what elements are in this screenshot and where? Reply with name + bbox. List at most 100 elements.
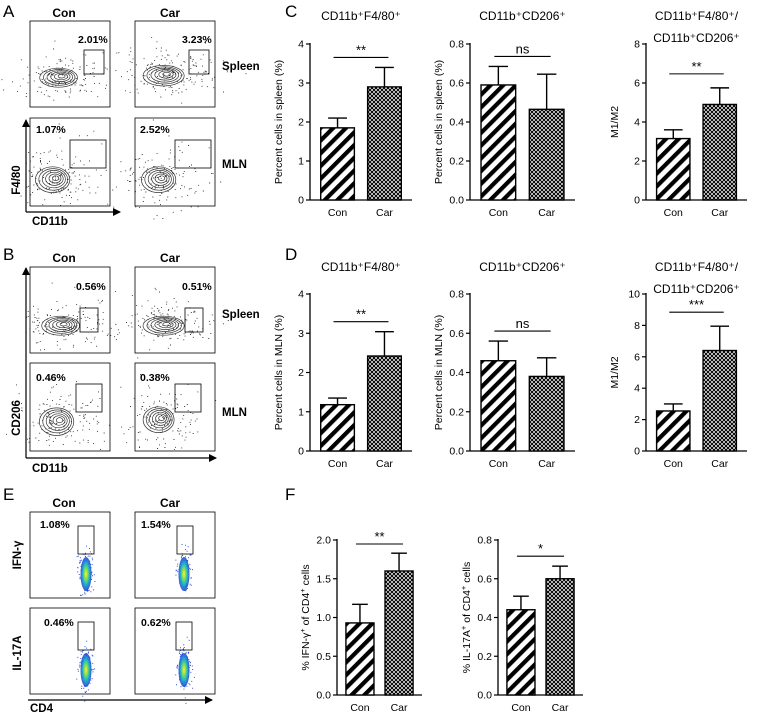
a-pct-1: 2.01% <box>78 34 108 46</box>
contour-ring <box>142 315 185 336</box>
category-label: Car <box>538 207 555 219</box>
y-tick-label: 2 <box>298 367 304 379</box>
chart-d3: CD11b⁺F4/80⁺/ CD11b⁺CD206⁺ 0 2 4 6 8 10 M1/M2 Con… <box>609 260 747 470</box>
contour-ring <box>52 175 60 181</box>
chart-c1: CD11b⁺F4/80⁺ 0 1 2 3 4 Percent cells in spleen… <box>273 9 412 219</box>
contour-ring <box>158 415 165 421</box>
b-gate-1 <box>79 307 99 333</box>
y-axis-label: M1/M2 <box>609 356 621 388</box>
contour-ring <box>155 413 167 424</box>
contour-ring <box>144 168 174 191</box>
b-pct-2: 0.51% <box>182 281 212 293</box>
bar-car <box>366 86 402 201</box>
y-tick-label: 8 <box>634 39 640 51</box>
y-tick-label: 0.6 <box>477 573 492 585</box>
category-label: Car <box>376 207 393 219</box>
y-axis-label: Percent cells in MLN (%) <box>273 315 285 431</box>
a-plot-car-spleen <box>134 20 216 108</box>
ylabel-part: cells <box>461 562 473 586</box>
b-pct-4: 0.38% <box>140 372 170 384</box>
chart-d1: CD11b⁺F4/80⁺ 0 1 2 3 4 Percent cells in MLN (%… <box>273 260 412 470</box>
contour-ring <box>41 315 80 336</box>
significance-label: ** <box>374 529 384 544</box>
e-gate-4 <box>175 621 193 651</box>
ylabel-superscript: + <box>459 625 468 630</box>
bar-con <box>480 84 517 201</box>
contour-ring <box>59 322 68 327</box>
b-plot-con-spleen <box>29 266 111 354</box>
b-pct-1: 0.56% <box>76 281 106 293</box>
bar-car <box>702 103 738 201</box>
y-tick-label: 0.4 <box>477 612 492 624</box>
significance-label: * <box>538 541 543 556</box>
chart-d2: CD11b⁺CD206⁺ 0.0 0.2 0.4 0.6 0.8 Percent cells… <box>433 260 575 470</box>
a-header-car: Car <box>160 6 180 20</box>
category-label: Con <box>350 702 369 714</box>
y-axis-label: % IL-17A+ of CD4+ cells <box>459 562 473 674</box>
bar-car <box>702 349 738 452</box>
y-tick-label: 1.0 <box>316 612 331 624</box>
y-tick-label: 0.0 <box>449 446 464 458</box>
chart-f1: 0.00.51.01.52.0% IFN-γ+ of CD4+ cellsCon… <box>298 529 422 714</box>
b-row-spleen: Spleen <box>222 309 260 321</box>
bar-con <box>506 609 536 696</box>
y-axis-label: % IFN-γ+ of CD4+ cells <box>298 564 312 670</box>
y-tick-label: 0.2 <box>477 651 492 663</box>
chart-title: CD11b⁺CD206⁺ <box>479 9 565 23</box>
a-gate-2 <box>188 49 210 75</box>
contour-ring <box>141 166 177 193</box>
y-tick-label: 0.4 <box>449 367 464 379</box>
a-row-spleen: Spleen <box>222 61 260 73</box>
contour-ring <box>57 74 66 79</box>
bar-car <box>384 570 414 696</box>
y-tick-label: 4 <box>298 39 304 51</box>
contour-ring <box>154 69 177 81</box>
b-gate-2 <box>184 307 204 333</box>
y-tick-label: 0.0 <box>316 690 331 702</box>
e-pct-2: 1.54% <box>141 519 171 531</box>
y-tick-label: 0.4 <box>449 117 464 129</box>
y-tick-label: 0 <box>298 446 304 458</box>
e-density-2 <box>175 544 193 599</box>
significance-label: ** <box>691 59 701 74</box>
bar-car <box>545 578 575 696</box>
contour-ring <box>158 70 174 79</box>
contour-ring <box>39 67 78 88</box>
e-header-car: Car <box>160 496 180 510</box>
chart-title: CD11b⁺F4/80⁺/ <box>655 260 739 274</box>
a-gate-4 <box>174 139 212 169</box>
b-plot-car-spleen <box>134 266 216 354</box>
significance-label: ns <box>516 316 530 331</box>
flow-dots <box>105 119 222 220</box>
contour-ring <box>154 173 168 184</box>
contour-ring <box>35 166 71 193</box>
contour-ring <box>41 170 66 189</box>
a-contour-2 <box>115 36 247 104</box>
y-tick-label: 0 <box>298 195 304 207</box>
panel-label-f: F <box>285 485 295 504</box>
y-tick-label: 1 <box>298 156 304 168</box>
bar-con <box>655 410 691 452</box>
b-contour-1 <box>25 282 120 351</box>
b-row-mln: MLN <box>222 407 247 419</box>
panel-e-flow: Con Car 1.08% 1.54% 0.46% 0.62% IFN-γ IL… <box>12 496 216 714</box>
chart-title: CD11b⁺CD206⁺ <box>653 282 739 296</box>
y-axis-label: Percent cells in spleen (%) <box>273 60 285 184</box>
contour-ring <box>158 175 166 181</box>
bar-con <box>480 360 517 452</box>
density-core <box>178 557 190 591</box>
e-plot-car-ifng <box>134 511 216 599</box>
y-tick-label: 3 <box>298 78 304 90</box>
panel-label-a: A <box>3 2 15 21</box>
a-contour-3 <box>11 123 115 208</box>
e-header-con: Con <box>52 496 75 510</box>
bar-car <box>366 355 402 452</box>
contour-ring <box>154 319 177 330</box>
chart-title: CD11b⁺CD206⁺ <box>653 31 739 45</box>
contour-ring <box>147 170 172 189</box>
contour-ring <box>56 417 64 424</box>
a-y-label: F4/80 <box>11 165 23 194</box>
bar-con <box>320 127 356 201</box>
b-pct-3: 0.46% <box>36 372 66 384</box>
